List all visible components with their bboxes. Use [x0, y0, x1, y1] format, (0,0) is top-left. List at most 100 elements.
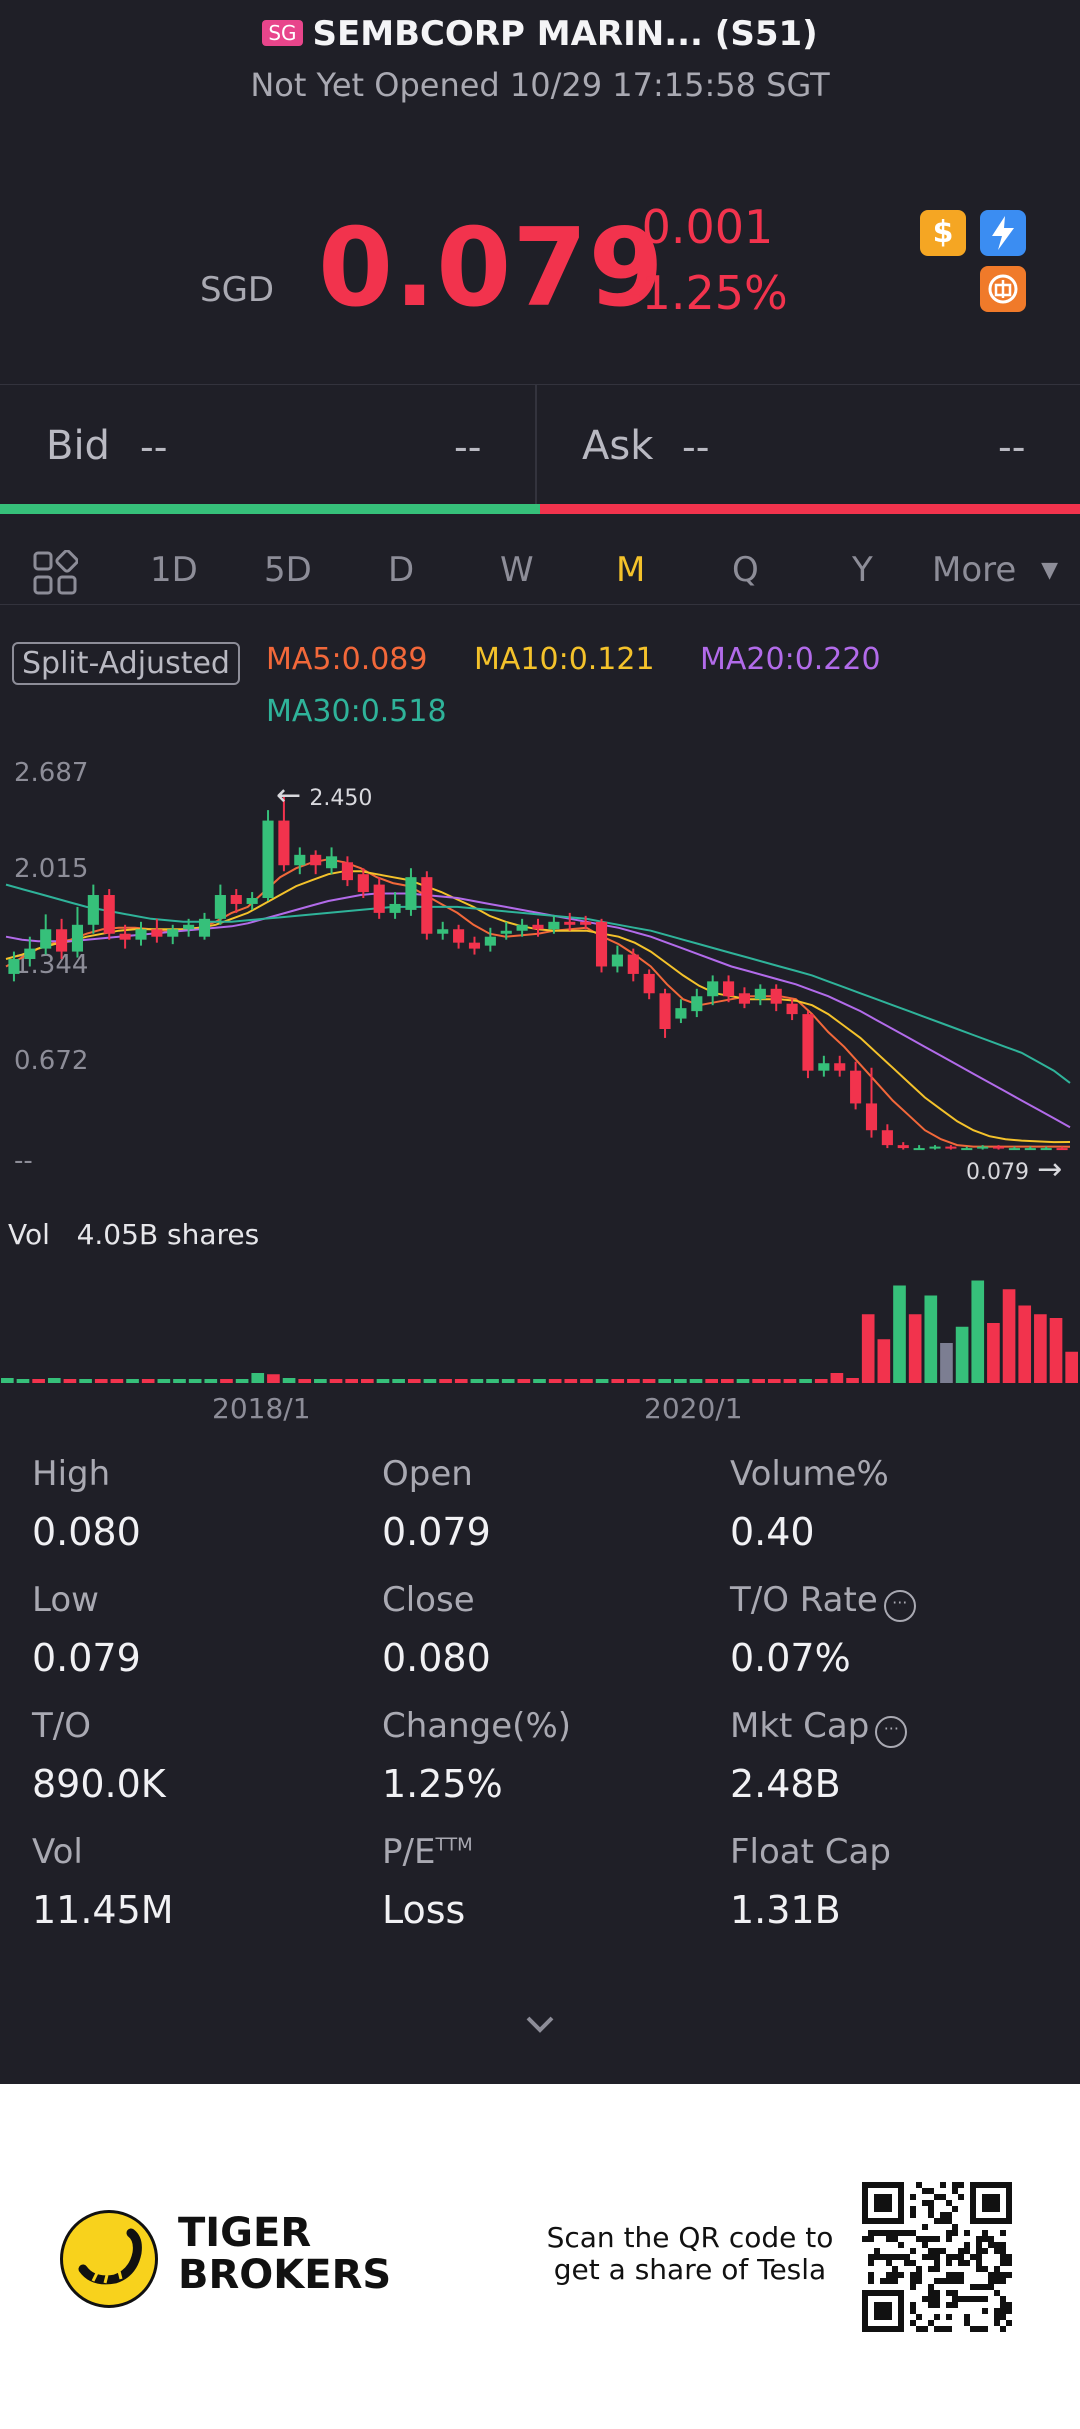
- volume-bar: [47, 1378, 61, 1383]
- candle: [516, 918, 528, 937]
- ma30-line: [5, 883, 1071, 1084]
- market-status: Not Yet Opened 10/29 17:15:58 SGT: [250, 66, 830, 104]
- ask-ratio-bar: [540, 504, 1080, 514]
- volume-bar: [126, 1379, 139, 1383]
- dollar-badge-icon[interactable]: $: [920, 210, 966, 256]
- pe-label: P/ETTM: [382, 1832, 473, 1872]
- candle: [24, 936, 36, 967]
- candle: [977, 1145, 989, 1150]
- promo-footer: TIGER BROKERS Scan the QR code to get a sh…: [0, 2084, 1080, 2429]
- volume-value: 4.05B shares: [76, 1218, 260, 1251]
- left-arrow-icon: ←: [276, 778, 302, 813]
- brand-name: TIGER BROKERS: [178, 2212, 391, 2296]
- volume-bar: [1065, 1351, 1078, 1383]
- candle: [659, 988, 671, 1038]
- period-tabs: 1D 5D D W M Q Y More ▼: [0, 540, 1080, 605]
- candle: [723, 975, 735, 1003]
- layout-grid-icon[interactable]: [32, 549, 79, 596]
- candle: [897, 1142, 909, 1150]
- volume-bar: [861, 1314, 875, 1383]
- tab-year[interactable]: Y: [852, 550, 873, 590]
- candle: [468, 936, 481, 955]
- candle: [437, 921, 449, 940]
- tab-5d[interactable]: 5D: [264, 550, 312, 590]
- price-change: -0.001: [625, 200, 774, 254]
- volume-bar: [893, 1285, 906, 1383]
- candle: [945, 1145, 957, 1150]
- market-cap-value: 2.48B: [730, 1762, 841, 1806]
- ma10-value: MA10:0.121: [474, 642, 655, 677]
- turnover-value: 890.0K: [32, 1762, 166, 1806]
- candle: [802, 1011, 814, 1079]
- candle: [913, 1145, 925, 1151]
- volume-chart[interactable]: [0, 1250, 1080, 1385]
- ma10-line: [5, 870, 1071, 1144]
- chevron-down-icon: ▼: [1041, 558, 1059, 583]
- tab-1d[interactable]: 1D: [150, 550, 198, 590]
- candle: [961, 1146, 973, 1151]
- ma20-line: [5, 892, 1071, 1129]
- candle: [818, 1055, 830, 1077]
- high-marker: ← 2.450: [276, 778, 372, 813]
- last-price: 0.079: [318, 206, 665, 331]
- scan-caption: Scan the QR code to get a share of Tesla: [540, 2222, 840, 2286]
- tab-more[interactable]: More ▼: [932, 550, 1058, 590]
- candle: [389, 892, 401, 919]
- more-info-icon[interactable]: ···: [883, 1590, 916, 1622]
- volume-bar: [580, 1379, 593, 1383]
- candle: [56, 918, 68, 960]
- float-cap-label: Float Cap: [730, 1832, 891, 1872]
- volume-bar: [924, 1295, 938, 1383]
- candle: [595, 918, 608, 973]
- vol-value: 11.45M: [32, 1888, 174, 1932]
- gift-badge-icon[interactable]: [980, 266, 1026, 312]
- tab-week[interactable]: W: [500, 550, 534, 590]
- candle: [627, 948, 639, 982]
- candle: [198, 912, 211, 940]
- flash-badge-icon[interactable]: [980, 210, 1026, 256]
- candle: [262, 810, 274, 901]
- right-arrow-icon: →: [1037, 1152, 1063, 1187]
- volume-bar: [314, 1379, 327, 1383]
- turnover-rate-value: 0.07%: [730, 1636, 851, 1680]
- expand-chevron-icon[interactable]: [0, 2010, 1080, 2044]
- tab-day[interactable]: D: [388, 550, 415, 590]
- pe-title: P/E: [382, 1832, 436, 1872]
- volume-bar: [767, 1379, 781, 1383]
- ma30-value: MA30:0.518: [266, 694, 447, 729]
- bid-price: --: [140, 425, 168, 469]
- candle: [691, 988, 703, 1018]
- tab-month[interactable]: M: [616, 550, 646, 590]
- candle: [294, 847, 306, 875]
- candle: [500, 921, 512, 940]
- volume-bar: [877, 1339, 891, 1383]
- ask-size: --: [998, 425, 1026, 469]
- volume-bar: [94, 1379, 108, 1383]
- turnover-rate-label: T/O Rate ···: [730, 1580, 916, 1622]
- candle: [738, 987, 751, 1009]
- volume-bar: [298, 1379, 312, 1383]
- candle: [992, 1145, 1005, 1150]
- volume-bar: [173, 1379, 186, 1383]
- candle: [167, 924, 179, 945]
- split-adjusted-button[interactable]: Split-Adjusted: [12, 642, 240, 685]
- volume-bar: [63, 1379, 77, 1383]
- y-tick-label: --: [14, 1146, 33, 1176]
- pe-value: Loss: [382, 1888, 466, 1932]
- y-tick-label: 2.687: [14, 758, 89, 788]
- volume-bar: [595, 1379, 609, 1383]
- bid-ratio-bar: [0, 504, 540, 514]
- currency-label: SGD: [200, 270, 275, 310]
- volume-bar: [642, 1379, 656, 1383]
- tab-quarter[interactable]: Q: [732, 550, 759, 590]
- candle: [770, 984, 782, 1012]
- volume-bar: [345, 1379, 358, 1383]
- candlestick-chart[interactable]: 2.687 2.015 1.344 0.672 -- ← 2.450 0.079…: [0, 740, 1080, 1200]
- volume-bar: [533, 1379, 546, 1383]
- candle: [421, 871, 433, 940]
- volume-bar: [799, 1379, 812, 1383]
- volume-bar: [423, 1379, 437, 1383]
- volume-bar: [157, 1379, 171, 1383]
- more-info-icon[interactable]: ···: [875, 1716, 908, 1748]
- quote-panel: SGD 0.079 -0.001 -1.25% $: [0, 180, 1080, 370]
